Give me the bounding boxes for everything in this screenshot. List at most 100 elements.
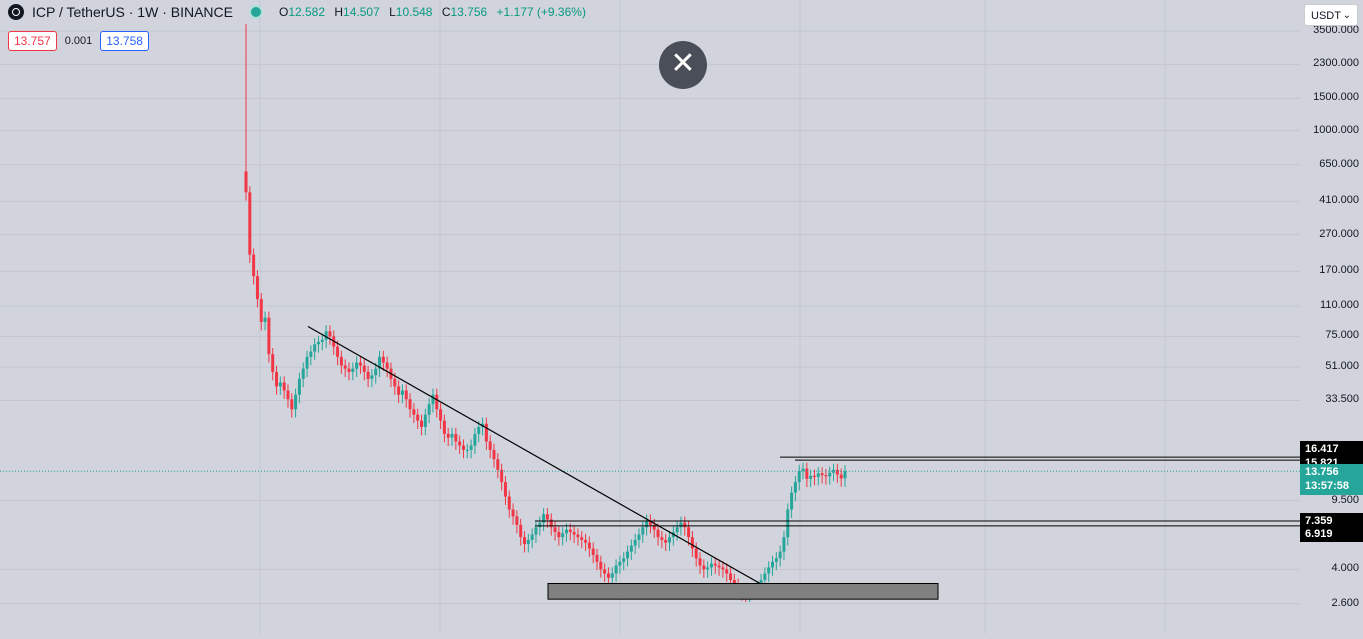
candle-body: [458, 441, 462, 446]
candle-body: [572, 532, 576, 535]
candle-body: [523, 537, 527, 545]
candle-body: [622, 558, 626, 562]
price-tick-label: 650.000: [1319, 157, 1359, 170]
candle-body: [378, 356, 382, 369]
candle-body: [812, 475, 816, 477]
candle-body: [687, 527, 691, 538]
level-tag-6919: 6.919: [1300, 526, 1363, 543]
candle-body: [652, 524, 656, 530]
candle-body: [420, 420, 424, 427]
support-zone: [547, 582, 939, 600]
candle-body: [706, 567, 710, 570]
candle-body: [404, 390, 408, 400]
candle-body: [564, 529, 568, 534]
candle-body: [771, 561, 775, 568]
candle-body: [313, 344, 317, 352]
candle-body: [553, 527, 557, 533]
price-chart[interactable]: [0, 0, 1300, 634]
candle-body: [347, 368, 351, 372]
candle-body: [763, 573, 767, 581]
candle-body: [774, 558, 778, 562]
candle-body: [320, 339, 324, 342]
chart-pane[interactable]: [0, 0, 1300, 634]
price-tick-label: 270.000: [1319, 227, 1359, 240]
candle-body: [549, 519, 553, 528]
candle-body: [259, 299, 263, 322]
candle-body: [515, 516, 519, 525]
candle-body: [732, 580, 736, 585]
chart-drawings: [0, 325, 1300, 600]
ohlc-values: O12.582 H14.507 L10.548 C13.756 +1.177 (…: [278, 5, 586, 19]
candle-body: [824, 475, 828, 477]
price-tick-label: 410.000: [1319, 194, 1359, 207]
candle-body: [366, 371, 370, 379]
icp-logo-icon: [8, 4, 24, 20]
candle-body: [561, 533, 565, 538]
candle-body: [729, 573, 733, 581]
candle-body: [324, 331, 328, 340]
candle-body: [610, 573, 614, 578]
price-tick-label: 2.600: [1331, 596, 1359, 609]
candle-body: [286, 390, 290, 400]
candle-body: [790, 492, 794, 510]
candle-body: [309, 351, 313, 357]
candle-body: [454, 433, 458, 442]
level-tag-16417: 16.417: [1300, 440, 1363, 457]
candle-body: [843, 471, 847, 479]
candle-body: [626, 551, 630, 559]
price-tick-label: 33.500: [1325, 393, 1359, 406]
candle-body: [336, 346, 340, 357]
candle-body: [793, 482, 797, 493]
price-tick-label: 4.000: [1331, 562, 1359, 575]
trade-panel: 13.757 0.001 13.758: [8, 31, 149, 51]
candle-body: [801, 468, 805, 471]
candle-body: [839, 474, 843, 479]
spread-value: 0.001: [64, 35, 93, 47]
candle-body: [717, 565, 721, 568]
candle-body: [461, 445, 465, 450]
candle-body: [591, 548, 595, 555]
candle-body: [263, 317, 267, 322]
candle-body: [423, 414, 427, 427]
candle-body: [584, 539, 588, 543]
symbol-title[interactable]: ICP / TetherUS · 1W · BINANCE: [32, 4, 233, 20]
candle-body: [713, 563, 717, 566]
price-tick-label: 75.000: [1325, 329, 1359, 342]
candle-body: [355, 362, 359, 369]
buy-button[interactable]: 13.758: [100, 31, 149, 51]
candle-body: [629, 545, 633, 552]
candle-body: [797, 470, 801, 483]
candle-body: [786, 509, 790, 538]
candle-body: [469, 445, 473, 450]
candle-body: [393, 378, 397, 387]
candle-body: [595, 554, 599, 562]
candle-series: [244, 23, 847, 602]
candle-body: [538, 522, 542, 528]
candle-body: [496, 459, 500, 470]
currency-select[interactable]: USDT ⌄: [1304, 4, 1358, 26]
candle-body: [492, 449, 496, 460]
candle-body: [397, 386, 401, 395]
candle-body: [782, 537, 786, 552]
market-status-icon[interactable]: [248, 5, 263, 19]
sell-button[interactable]: 13.757: [8, 31, 57, 51]
candle-body: [576, 534, 580, 538]
candle-body: [641, 527, 645, 535]
chart-grid: [0, 0, 1300, 634]
chevron-down-icon: ⌄: [1342, 10, 1351, 21]
candle-body: [439, 409, 443, 421]
close-button[interactable]: ✕: [659, 41, 707, 89]
candle-body: [255, 276, 259, 300]
candle-body: [431, 394, 435, 405]
candle-body: [599, 561, 603, 570]
price-tick-label: 1500.000: [1313, 91, 1359, 104]
candle-body: [473, 433, 477, 446]
candle-body: [660, 537, 664, 540]
candle-body: [526, 539, 530, 545]
candle-body: [343, 365, 347, 369]
candle-body: [667, 537, 671, 543]
candle-body: [244, 171, 248, 193]
candle-body: [683, 522, 687, 528]
candle-body: [542, 514, 546, 523]
candle-body: [618, 561, 622, 566]
